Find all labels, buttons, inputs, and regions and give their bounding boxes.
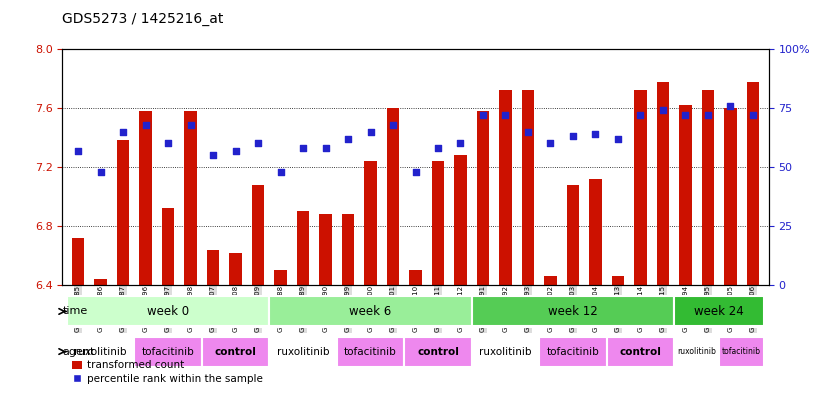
Text: GDS5273 / 1425216_at: GDS5273 / 1425216_at <box>62 12 224 26</box>
Point <box>116 129 130 135</box>
Point <box>342 136 355 142</box>
Bar <box>679 105 691 285</box>
Bar <box>612 276 624 285</box>
Bar <box>567 185 579 285</box>
Bar <box>297 211 309 285</box>
Bar <box>386 108 399 285</box>
Text: control: control <box>417 347 459 356</box>
Text: control: control <box>620 347 661 356</box>
Text: ruxolitinib: ruxolitinib <box>74 347 127 356</box>
Bar <box>432 161 445 285</box>
Text: week 24: week 24 <box>695 305 744 318</box>
Bar <box>747 82 759 285</box>
Bar <box>274 270 287 285</box>
Point <box>274 169 288 175</box>
Bar <box>269 336 337 367</box>
Bar <box>140 111 152 285</box>
Bar <box>499 90 512 285</box>
Bar <box>342 214 354 285</box>
Text: ruxolitinib: ruxolitinib <box>677 347 716 356</box>
Bar <box>269 296 472 327</box>
Bar <box>589 179 602 285</box>
Point <box>364 129 377 135</box>
Text: control: control <box>214 347 257 356</box>
Bar <box>522 90 534 285</box>
Point <box>386 121 400 128</box>
Bar <box>719 336 765 367</box>
Text: week 12: week 12 <box>548 305 597 318</box>
Point <box>566 133 579 140</box>
Point <box>252 140 265 147</box>
Bar <box>539 336 607 367</box>
Point <box>746 112 760 118</box>
Point <box>206 152 219 158</box>
Point <box>297 145 310 151</box>
Point <box>543 140 557 147</box>
Bar <box>477 111 489 285</box>
Point <box>499 112 512 118</box>
Point <box>184 121 197 128</box>
Text: week 0: week 0 <box>147 305 189 318</box>
Bar <box>66 296 269 327</box>
Point <box>431 145 445 151</box>
Bar <box>337 336 404 367</box>
Text: ruxolitinib: ruxolitinib <box>479 347 532 356</box>
Point <box>701 112 715 118</box>
Bar <box>410 270 421 285</box>
Point <box>94 169 107 175</box>
Point <box>679 112 692 118</box>
Text: tofacitinib: tofacitinib <box>344 347 397 356</box>
Text: tofacitinib: tofacitinib <box>547 347 599 356</box>
Point <box>612 136 625 142</box>
Bar <box>674 296 765 327</box>
Point <box>634 112 647 118</box>
Bar <box>455 155 467 285</box>
Text: time: time <box>62 307 88 316</box>
Point <box>71 147 85 154</box>
Text: week 6: week 6 <box>349 305 391 318</box>
Bar <box>364 161 376 285</box>
Bar <box>656 82 669 285</box>
Point <box>589 131 602 137</box>
Bar <box>725 108 736 285</box>
Point <box>521 129 534 135</box>
Text: agent: agent <box>62 347 95 356</box>
Bar <box>135 336 202 367</box>
Bar <box>472 336 539 367</box>
Point <box>454 140 467 147</box>
Bar <box>229 253 242 285</box>
Bar <box>66 336 135 367</box>
Bar <box>252 185 264 285</box>
Text: tofacitinib: tofacitinib <box>141 347 194 356</box>
Bar <box>95 279 106 285</box>
Point <box>229 147 242 154</box>
Bar <box>117 141 130 285</box>
Legend: transformed count, percentile rank within the sample: transformed count, percentile rank withi… <box>67 356 268 388</box>
Point <box>724 103 737 109</box>
Bar <box>202 336 269 367</box>
Bar <box>634 90 647 285</box>
Point <box>139 121 152 128</box>
Bar <box>607 336 674 367</box>
Bar <box>207 250 219 285</box>
Bar <box>162 208 175 285</box>
Bar <box>701 90 714 285</box>
Text: ruxolitinib: ruxolitinib <box>277 347 329 356</box>
Bar <box>184 111 197 285</box>
Bar <box>319 214 332 285</box>
Bar <box>472 296 674 327</box>
Point <box>409 169 422 175</box>
Point <box>656 107 670 114</box>
Bar <box>674 336 719 367</box>
Text: tofacitinib: tofacitinib <box>722 347 761 356</box>
Bar <box>404 336 472 367</box>
Bar <box>544 276 557 285</box>
Point <box>161 140 175 147</box>
Bar <box>72 238 84 285</box>
Point <box>476 112 489 118</box>
Point <box>319 145 332 151</box>
